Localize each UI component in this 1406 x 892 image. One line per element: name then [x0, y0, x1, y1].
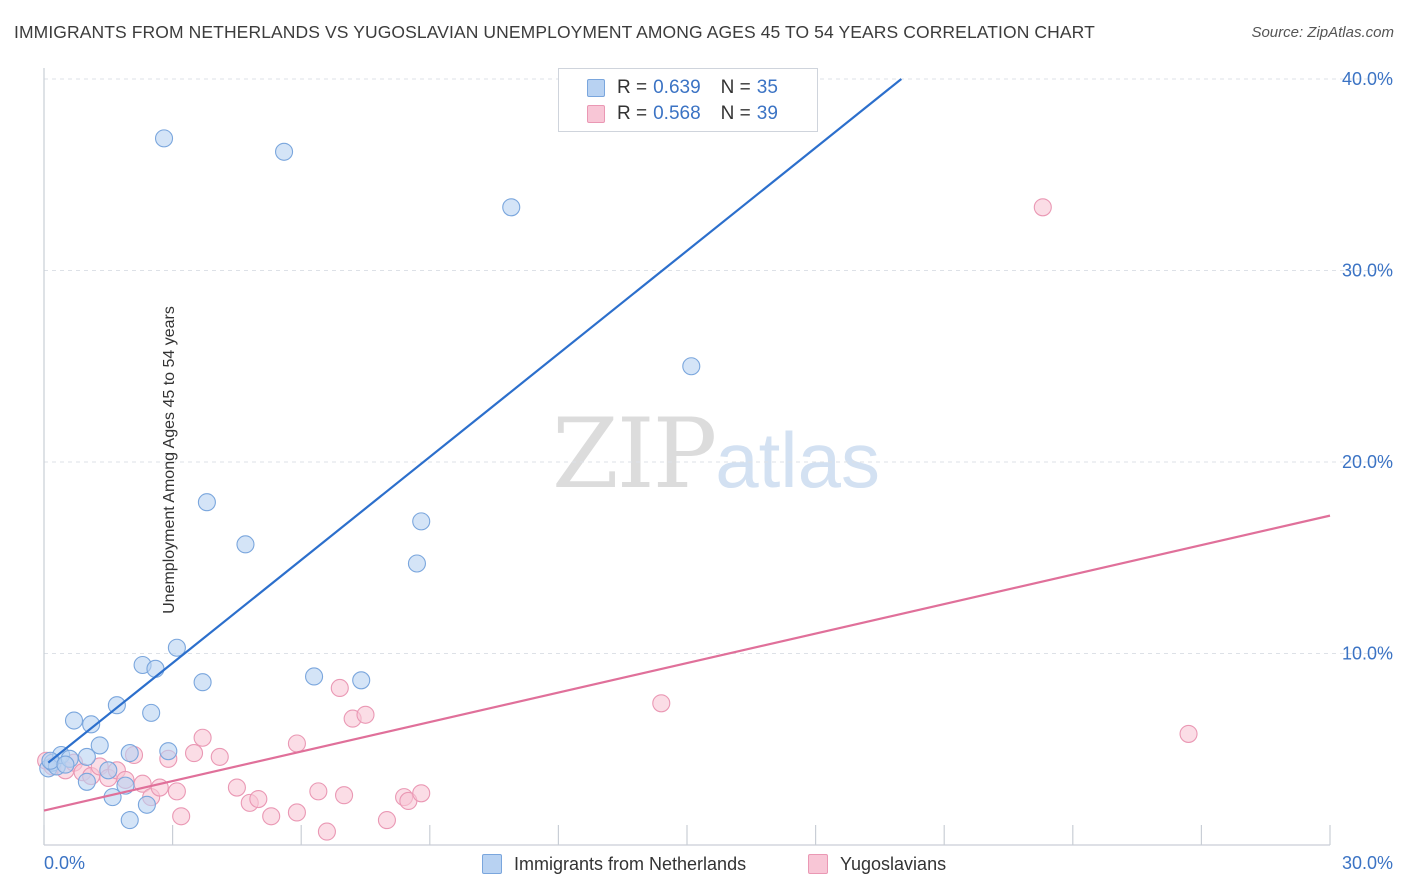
bottom-legend-label: Immigrants from Netherlands — [514, 853, 747, 874]
data-point — [120, 744, 139, 763]
series-netherlands — [39, 129, 701, 830]
data-point — [305, 667, 324, 686]
data-point — [236, 535, 255, 554]
data-point — [287, 803, 306, 822]
trend-lines — [43, 78, 1331, 812]
data-point — [330, 678, 349, 698]
bottom-legend-netherlands: Immigrants from Netherlands — [482, 852, 746, 876]
data-point — [652, 694, 671, 713]
data-point — [107, 696, 126, 715]
data-point — [682, 357, 701, 376]
data-point — [502, 198, 521, 217]
data-point — [309, 782, 328, 801]
data-point — [249, 789, 268, 809]
data-point — [227, 778, 246, 797]
watermark-atlas: atlas — [715, 416, 880, 504]
x-tick-label: 30.0% — [1342, 853, 1393, 873]
legend-n-value: 35 — [756, 77, 778, 98]
data-point — [146, 659, 165, 678]
data-point — [193, 728, 212, 747]
bottom-legend-swatch-blue — [482, 854, 502, 874]
correlation-legend: R = 0.639 N = 35 R = 0.568 N = 39 — [558, 68, 818, 132]
y-tick-label: 30.0% — [1342, 261, 1393, 281]
data-point — [159, 742, 178, 761]
y-tick-label: 10.0% — [1342, 644, 1393, 664]
data-point — [120, 811, 139, 830]
data-point — [262, 807, 281, 826]
data-point — [407, 554, 426, 573]
legend-r-value: 0.639 — [653, 77, 701, 98]
data-point — [377, 811, 396, 830]
data-point — [77, 772, 96, 791]
chart-title: IMMIGRANTS FROM NETHERLANDS VS YUGOSLAVI… — [14, 22, 1095, 42]
watermark: ZIPatlas — [552, 398, 880, 510]
watermark-zip: ZIP — [552, 398, 717, 510]
trend-line — [47, 78, 903, 764]
legend-n-value: 39 — [756, 103, 778, 124]
axes — [43, 68, 1331, 846]
data-point — [99, 761, 118, 780]
y-axis-label: Unemployment Among Ages 45 to 54 years — [160, 306, 178, 614]
legend-row-netherlands: R = 0.639 N = 35 — [587, 76, 778, 100]
data-point — [90, 736, 109, 755]
legend-row-yugoslavians: R = 0.568 N = 39 — [587, 102, 778, 126]
data-point — [137, 795, 156, 814]
data-point — [412, 512, 431, 531]
data-point — [154, 129, 174, 148]
data-point — [1179, 724, 1198, 743]
trend-line — [43, 514, 1331, 812]
x-tick-label: 0.0% — [44, 853, 85, 873]
bottom-legend-swatch-pink — [808, 854, 828, 874]
data-point — [352, 671, 371, 690]
legend-r-label: R = — [617, 103, 648, 124]
data-point — [412, 784, 431, 803]
source-credit: Source: ZipAtlas.com — [1251, 24, 1394, 41]
data-point — [275, 142, 294, 161]
y-tick-label: 20.0% — [1342, 452, 1393, 472]
grid-lines — [44, 78, 1392, 654]
data-point — [142, 703, 161, 722]
legend-r-label: R = — [617, 77, 648, 98]
legend-swatch-blue — [587, 79, 605, 97]
data-point — [193, 673, 212, 692]
bottom-legend-label: Yugoslavians — [840, 853, 947, 874]
series-yugoslavians — [37, 198, 1198, 841]
data-point — [167, 782, 186, 801]
legend-n-label: N = — [720, 103, 751, 124]
data-point — [197, 493, 216, 512]
legend-r-value: 0.568 — [653, 103, 701, 124]
data-point — [77, 747, 96, 766]
data-point — [317, 822, 336, 841]
data-point — [167, 638, 186, 657]
legend-n-label: N = — [720, 77, 751, 98]
y-tick-label: 40.0% — [1342, 69, 1393, 89]
data-point — [64, 711, 84, 730]
data-point — [356, 705, 375, 724]
data-point — [56, 755, 75, 774]
legend-swatch-pink — [587, 105, 605, 123]
data-point — [335, 786, 354, 805]
data-point — [210, 747, 229, 766]
data-point — [172, 807, 191, 826]
bottom-legend-yugoslavians: Yugoslavians — [808, 852, 946, 876]
data-point — [1033, 198, 1052, 217]
data-point — [184, 744, 204, 763]
data-point — [82, 715, 101, 734]
data-point — [287, 734, 306, 753]
tick-labels: 10.0% 20.0% 30.0% 40.0% 0.0% 30.0% — [44, 69, 1393, 873]
